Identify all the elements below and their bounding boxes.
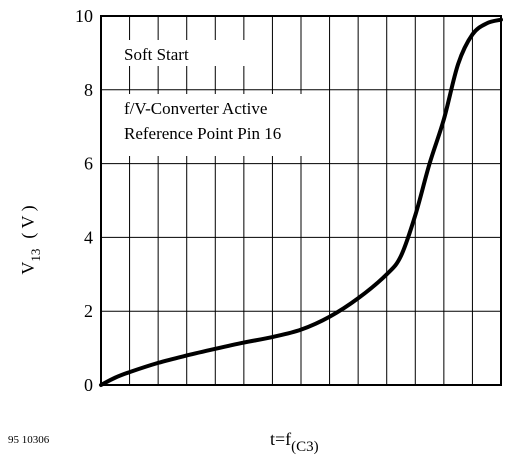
y-axis-title-sub: 13 bbox=[28, 249, 43, 262]
y-tick-label: 4 bbox=[84, 227, 93, 247]
horizontal-gridlines bbox=[101, 89, 501, 312]
y-tick-label: 10 bbox=[75, 6, 93, 26]
annotation-reference-point: Reference Point Pin 16 bbox=[124, 124, 281, 143]
annotation-backing-2 bbox=[118, 94, 314, 156]
y-tick-label: 0 bbox=[84, 375, 93, 395]
plot-frame bbox=[100, 15, 502, 386]
annotation-backing-1 bbox=[118, 40, 268, 66]
y-tick-label: 6 bbox=[84, 154, 93, 174]
annotation-soft-start: Soft Start bbox=[124, 45, 189, 64]
vertical-gridlines bbox=[129, 16, 473, 385]
x-axis-title: t=f(C3) bbox=[270, 429, 319, 455]
y-tick-label: 8 bbox=[84, 80, 93, 100]
y-tick-label: 2 bbox=[84, 301, 93, 321]
y-axis-title-base: V bbox=[18, 262, 38, 275]
y-axis-title: V13 ( V ) bbox=[18, 205, 43, 274]
figure-id: 95 10306 bbox=[8, 434, 50, 446]
x-axis-title-base: t=f bbox=[270, 429, 291, 449]
x-axis-title-sub: (C3) bbox=[291, 439, 319, 455]
annotation-fv-converter: f/V-Converter Active bbox=[124, 99, 267, 118]
y-tick-labels: 0 2 4 6 8 10 bbox=[75, 6, 93, 395]
y-axis-title-unit: ( V ) bbox=[18, 205, 39, 238]
series-line bbox=[99, 17, 503, 387]
